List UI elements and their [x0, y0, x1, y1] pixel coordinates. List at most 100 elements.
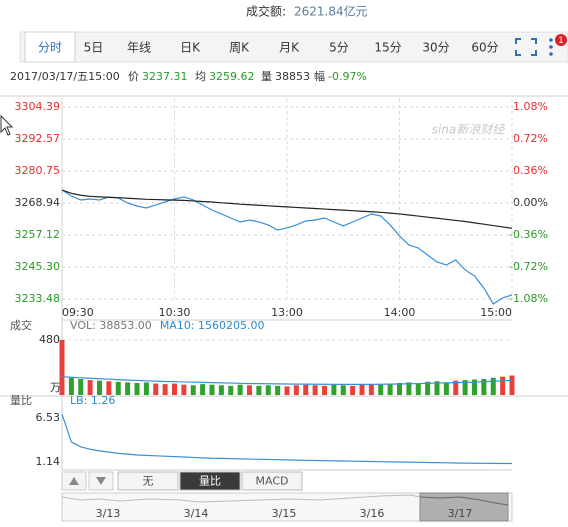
quote-avg-label: 均 [195, 70, 206, 83]
volume-bar [378, 384, 384, 395]
quote-change: -0.97% [328, 70, 367, 83]
volume-bar [68, 377, 74, 395]
menu-button[interactable]: 1 [549, 34, 567, 56]
tab[interactable]: 60分 [460, 32, 510, 62]
volume-bar [256, 385, 262, 395]
volume-bar [453, 380, 459, 395]
menu-dot [549, 45, 553, 49]
volume-bar [415, 383, 421, 395]
volume-bar [153, 383, 159, 395]
tab[interactable]: 15分 [364, 32, 412, 62]
volume-bar [303, 384, 309, 395]
y-tick-label: 1.14 [36, 455, 61, 468]
volume-bar [284, 386, 290, 395]
tab[interactable]: 5日 [75, 32, 112, 62]
tab-label: 30分 [422, 41, 449, 55]
volume-bar [190, 385, 196, 395]
x-tick-label: 15:00 [480, 306, 512, 319]
volume-bar [265, 385, 271, 395]
volume-bar [143, 382, 149, 395]
menu-dot [549, 38, 553, 42]
tab-label: 5日 [84, 41, 104, 55]
tab[interactable]: 月K [264, 32, 314, 62]
tab-label: 5分 [329, 41, 349, 55]
volume-bar [387, 383, 393, 395]
tab[interactable]: 年线 [112, 32, 166, 62]
quote-price-label: 价 [128, 70, 139, 83]
y-tick-label: 3268.94 [15, 196, 61, 209]
panel-annotation: MA10: 1560205.00 [160, 319, 265, 332]
navigator-dates: 3/13 3/14 3/15 3/16 3/17 [96, 507, 473, 520]
indicator-tab[interactable]: 量比 [179, 471, 241, 491]
volume-bar [331, 384, 337, 395]
series-line [61, 189, 513, 229]
fullscreen-button[interactable] [515, 38, 537, 56]
volume-bar [340, 385, 346, 395]
volume-bar [218, 385, 224, 395]
volume-bar [97, 380, 102, 395]
y2-tick-label: -0.72% [509, 260, 548, 273]
navigator-date: 3/13 [96, 507, 121, 520]
volume-bar [359, 384, 365, 395]
navigator-date: 3/15 [272, 507, 297, 520]
volume-bar [87, 380, 93, 395]
volume-bar [59, 340, 65, 395]
tab[interactable]: 周K [214, 32, 264, 62]
panel-label: 成交 [10, 318, 32, 332]
panel-label: 量比 [10, 394, 32, 407]
mouse-cursor [0, 114, 14, 136]
indicator-tab[interactable]: 无 [117, 471, 179, 491]
volume-bar [472, 379, 477, 395]
x-tick-label: 10:30 [159, 306, 191, 319]
tab-label: 周K [229, 41, 250, 55]
volume-bar [500, 376, 506, 395]
quote-price: 3237.31 [142, 70, 188, 83]
volume-bar [322, 385, 327, 395]
y-tick-label: 3257.12 [15, 228, 61, 241]
quote-avg: 3259.62 [209, 70, 255, 83]
badge [555, 34, 567, 46]
volume-bar [134, 382, 140, 395]
watermark: sina新浪财经 [432, 123, 507, 137]
panel-annotation: LB: 1.26 [70, 394, 115, 407]
indicator-tab-box [179, 471, 241, 491]
volume-bar [293, 385, 299, 395]
indicator-tab-box [117, 471, 179, 491]
turnover-label: 成交额: [246, 4, 286, 19]
series-line [61, 189, 513, 305]
unit-label: 万 [50, 381, 61, 394]
tab[interactable]: 30分 [412, 32, 460, 62]
tab[interactable]: 分时 [24, 31, 76, 63]
indicator-tab-box [241, 471, 303, 491]
menu-dot [549, 52, 553, 56]
volume-bar [350, 385, 356, 395]
indicator-tabs: 无 量比 MACD [117, 471, 303, 491]
volume-bar [397, 382, 402, 395]
indicator-tab[interactable]: MACD [241, 471, 303, 491]
y-tick-label: 3233.48 [15, 292, 61, 305]
tab-label: 日K [180, 41, 201, 55]
volume-bar [125, 382, 131, 395]
indicator-tab-label: 无 [143, 475, 154, 488]
quote-change-label: 幅 [314, 70, 325, 83]
navigator-sparkline [61, 494, 421, 503]
y2-tick-label: 1.08% [513, 100, 548, 113]
navigator-date: 3/17 [448, 507, 473, 520]
y2-tick-label: -1.08% [509, 292, 548, 305]
navigator-sparkline [419, 496, 509, 506]
badge-count: 1 [558, 36, 564, 46]
volume-bar [237, 384, 243, 395]
scroll-down-button[interactable] [88, 471, 114, 491]
volume-bar [462, 380, 468, 395]
tab[interactable]: 日K [166, 32, 214, 62]
quote-volume: 38853 [275, 70, 310, 83]
volume-bar [406, 382, 412, 395]
arrow-down [96, 477, 106, 485]
y2-tick-label: 0.00% [513, 196, 548, 209]
volume-bar [209, 384, 215, 395]
scroll-up-button[interactable] [61, 471, 87, 491]
volume-bar [162, 384, 168, 395]
volume-bar [368, 384, 374, 395]
tab[interactable]: 5分 [314, 32, 364, 62]
